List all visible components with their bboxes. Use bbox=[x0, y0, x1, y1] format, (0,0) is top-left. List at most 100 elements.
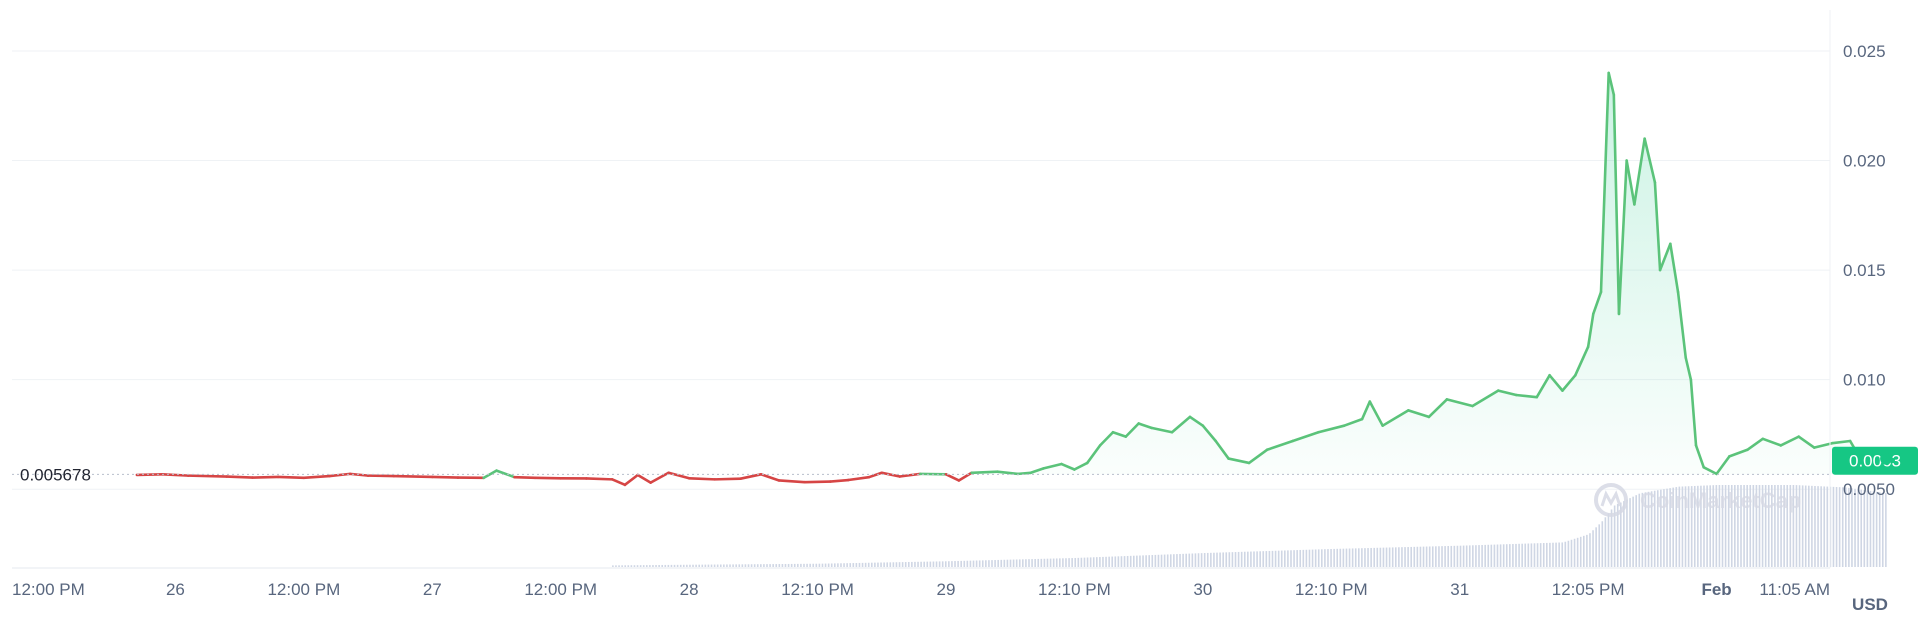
volume-bar bbox=[1274, 550, 1277, 567]
price-line-segment-down bbox=[847, 475, 871, 482]
price-line-segment-up bbox=[1201, 424, 1217, 443]
volume-bar bbox=[1179, 553, 1181, 567]
volume-bar bbox=[723, 564, 725, 567]
price-line-segment-up bbox=[1761, 437, 1783, 447]
volume-bar bbox=[1878, 492, 1881, 567]
volume-bar bbox=[1132, 555, 1135, 567]
volume-bar bbox=[1271, 550, 1274, 567]
volume-bar bbox=[639, 565, 642, 567]
volume-bar bbox=[1752, 485, 1755, 567]
volume-bar bbox=[858, 562, 861, 567]
x-tick-label: 28 bbox=[680, 580, 699, 599]
volume-bar bbox=[1398, 547, 1400, 567]
volume-bar bbox=[1777, 485, 1779, 567]
volume-bar bbox=[760, 564, 762, 567]
volume-bar bbox=[1169, 554, 1172, 567]
volume-bar bbox=[1003, 559, 1006, 567]
volume-bar bbox=[621, 565, 623, 567]
volume-bar bbox=[1015, 559, 1018, 567]
volume-bar bbox=[889, 562, 892, 567]
price-line-segment-up bbox=[1317, 424, 1346, 434]
volume-bar bbox=[1203, 553, 1206, 567]
volume-bar bbox=[1579, 536, 1582, 567]
volume-bar bbox=[1379, 547, 1382, 567]
volume-bar bbox=[1838, 487, 1841, 567]
volume-bar bbox=[1499, 544, 1502, 567]
price-line-segment-up bbox=[1746, 437, 1765, 452]
volume-bar bbox=[1345, 548, 1348, 567]
volume-bar bbox=[1567, 540, 1570, 567]
volume-bar bbox=[1715, 485, 1718, 567]
volume-bar bbox=[855, 562, 858, 567]
price-line-segment-up bbox=[482, 469, 498, 480]
price-line-segment-down bbox=[513, 475, 537, 480]
volume-bar bbox=[911, 561, 913, 567]
volume-bar bbox=[667, 564, 670, 567]
volume-bar bbox=[1505, 544, 1508, 567]
volume-bar bbox=[784, 563, 787, 567]
volume-bar bbox=[975, 560, 978, 567]
price-line-segment-down bbox=[161, 473, 190, 477]
volume-bar bbox=[960, 560, 962, 567]
price-line-segment-up bbox=[1124, 422, 1140, 438]
volume-bar bbox=[923, 561, 925, 567]
volume-bar bbox=[1780, 485, 1782, 567]
volume-bar bbox=[787, 563, 790, 567]
volume-bar bbox=[1262, 551, 1265, 567]
volume-bar bbox=[1564, 541, 1567, 567]
volume-bar bbox=[1188, 553, 1191, 567]
currency-unit-label: USD bbox=[1852, 595, 1888, 614]
volume-bar bbox=[985, 560, 987, 567]
price-line-segment-up bbox=[1535, 373, 1551, 399]
volume-bar bbox=[1123, 556, 1126, 567]
price-line-segment-down bbox=[898, 472, 922, 478]
volume-bar bbox=[1866, 490, 1869, 567]
price-line-segment-up bbox=[1676, 290, 1688, 360]
volume-bar bbox=[1065, 558, 1067, 567]
volume-bar bbox=[1213, 552, 1215, 567]
price-line-segment-up bbox=[1658, 242, 1672, 272]
volume-bar bbox=[1327, 549, 1329, 567]
coinmarketcap-logo-mark bbox=[1600, 490, 1622, 507]
price-line-segment-down bbox=[867, 471, 884, 479]
volume-bar bbox=[1555, 542, 1557, 567]
volume-bar bbox=[1068, 558, 1070, 567]
volume-bar bbox=[864, 562, 867, 567]
volume-bar bbox=[1364, 548, 1366, 567]
volume-bar bbox=[729, 564, 731, 567]
volume-bar bbox=[883, 562, 885, 567]
volume-bar bbox=[1450, 545, 1453, 567]
volume-bar bbox=[1885, 493, 1887, 567]
volume-bar bbox=[1786, 485, 1789, 567]
volume-bar bbox=[1385, 547, 1388, 567]
volume-bar bbox=[1413, 546, 1416, 567]
volume-bar bbox=[1268, 550, 1271, 567]
volume-bar bbox=[1293, 550, 1295, 567]
price-line-segment-down bbox=[585, 477, 614, 481]
reference-price-label: 0.005678 bbox=[20, 465, 91, 484]
volume-bar bbox=[1653, 490, 1656, 567]
volume-bar bbox=[1524, 543, 1527, 567]
price-line-segment-up bbox=[1715, 455, 1731, 476]
price-line-segment-down bbox=[667, 471, 691, 480]
price-line-segment-down bbox=[623, 473, 640, 487]
volume-bar bbox=[1811, 485, 1813, 567]
price-line-segment-up bbox=[1684, 356, 1693, 381]
price-line-segment-up bbox=[1471, 389, 1500, 408]
volume-bar bbox=[1804, 485, 1807, 567]
volume-bar bbox=[1336, 548, 1339, 567]
volume-bar bbox=[1672, 487, 1674, 567]
volume-bar bbox=[929, 561, 932, 567]
volume-bar bbox=[1764, 485, 1767, 567]
price-line-segment-up bbox=[996, 470, 1020, 476]
volume-bar bbox=[1284, 550, 1286, 567]
price-line-segment-up bbox=[1291, 430, 1320, 443]
volume-bar bbox=[1401, 547, 1403, 567]
volume-bar bbox=[1191, 553, 1194, 567]
volume-bar bbox=[815, 563, 818, 567]
volume-bar bbox=[1265, 551, 1268, 567]
volume-bar bbox=[649, 565, 651, 567]
volume-bar bbox=[1243, 551, 1246, 567]
x-tick-label: 12:10 PM bbox=[781, 580, 854, 599]
volume-bar bbox=[713, 564, 716, 567]
